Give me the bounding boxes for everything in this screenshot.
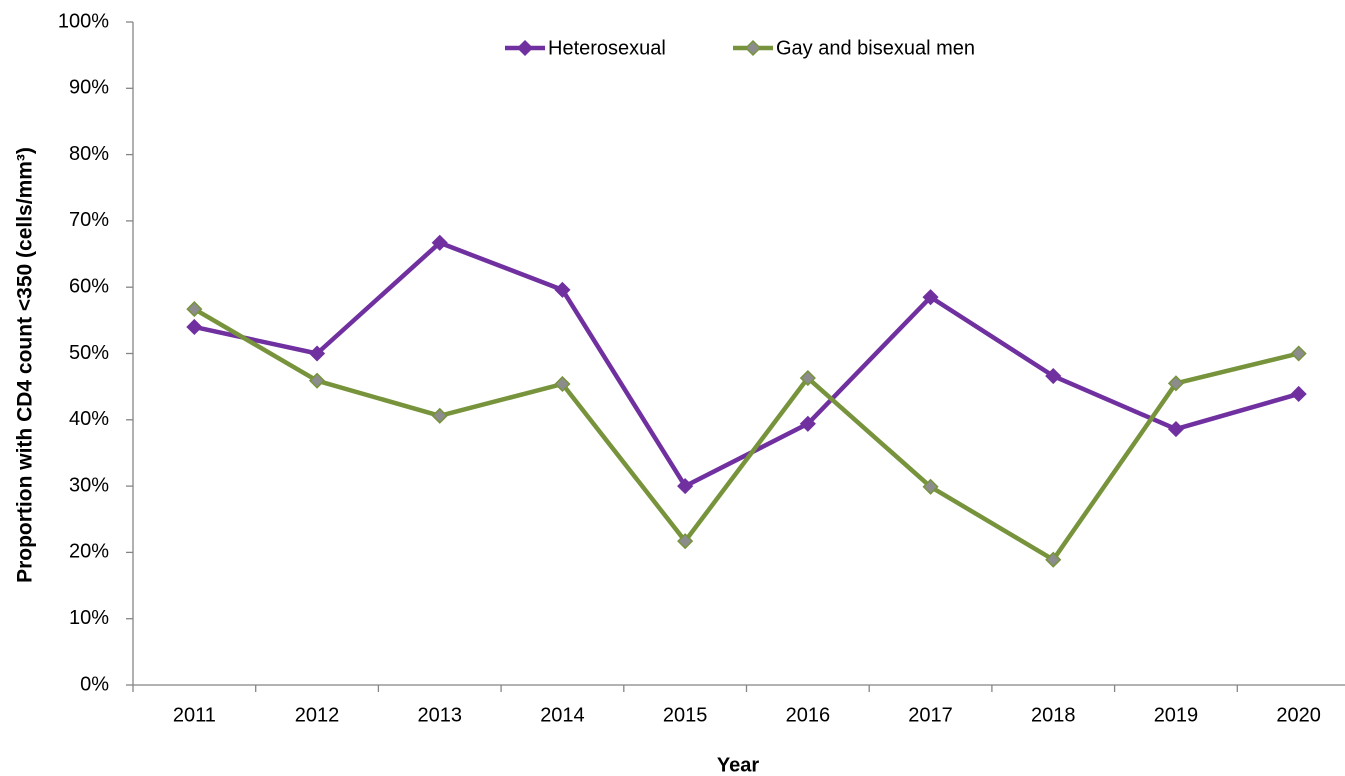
- marker: [186, 318, 203, 336]
- marker: [799, 415, 816, 432]
- y-tick-label: 0%: [80, 673, 109, 695]
- series-line: [193, 240, 1300, 489]
- marker: [677, 478, 694, 495]
- x-tick-label: 2014: [540, 704, 585, 726]
- marker: [1290, 385, 1307, 403]
- y-tick-label: 90%: [69, 77, 109, 99]
- x-tick-label: 2016: [786, 704, 831, 726]
- y-tick-label: 70%: [69, 209, 109, 231]
- marker: [677, 533, 694, 550]
- x-tick-label: 2013: [418, 704, 463, 726]
- marker: [922, 289, 939, 306]
- x-tick-label: 2018: [1031, 704, 1076, 726]
- x-tick-label: 2011: [173, 704, 216, 726]
- series-line: [193, 307, 1300, 562]
- legend-label: Heterosexual: [548, 37, 666, 59]
- marker: [1045, 551, 1062, 568]
- marker: [922, 478, 939, 495]
- x-tick-label: 2020: [1276, 704, 1321, 726]
- x-axis-title: Year: [717, 754, 759, 776]
- y-tick-label: 10%: [69, 607, 109, 629]
- marker: [431, 407, 448, 424]
- marker: [1290, 345, 1307, 362]
- marker: [308, 372, 326, 389]
- y-tick-label: 100%: [58, 10, 109, 32]
- legend-marker: [516, 39, 534, 57]
- legend-label: Gay and bisexual men: [776, 37, 975, 59]
- marker: [308, 345, 326, 362]
- marker: [799, 369, 816, 387]
- y-tick-label: 40%: [69, 408, 109, 430]
- marker: [554, 375, 571, 393]
- marker: [554, 281, 571, 298]
- y-tick-label: 80%: [69, 143, 109, 165]
- y-tick-label: 30%: [69, 474, 109, 496]
- legend-marker: [744, 39, 762, 57]
- marker: [431, 234, 448, 251]
- x-tick-label: 2015: [663, 704, 708, 726]
- marker: [1045, 367, 1062, 385]
- marker: [186, 301, 203, 318]
- x-tick-label: 2019: [1154, 704, 1199, 726]
- marker: [1167, 421, 1185, 438]
- y-tick-label: 50%: [69, 342, 109, 364]
- y-tick-label: 20%: [69, 541, 109, 563]
- x-tick-label: 2017: [908, 704, 953, 726]
- x-tick-label: 2012: [295, 704, 340, 726]
- y-tick-label: 60%: [69, 275, 109, 297]
- y-axis-title: Proportion with CD4 count <350 (cells/mm…: [14, 147, 37, 583]
- marker: [1167, 375, 1185, 392]
